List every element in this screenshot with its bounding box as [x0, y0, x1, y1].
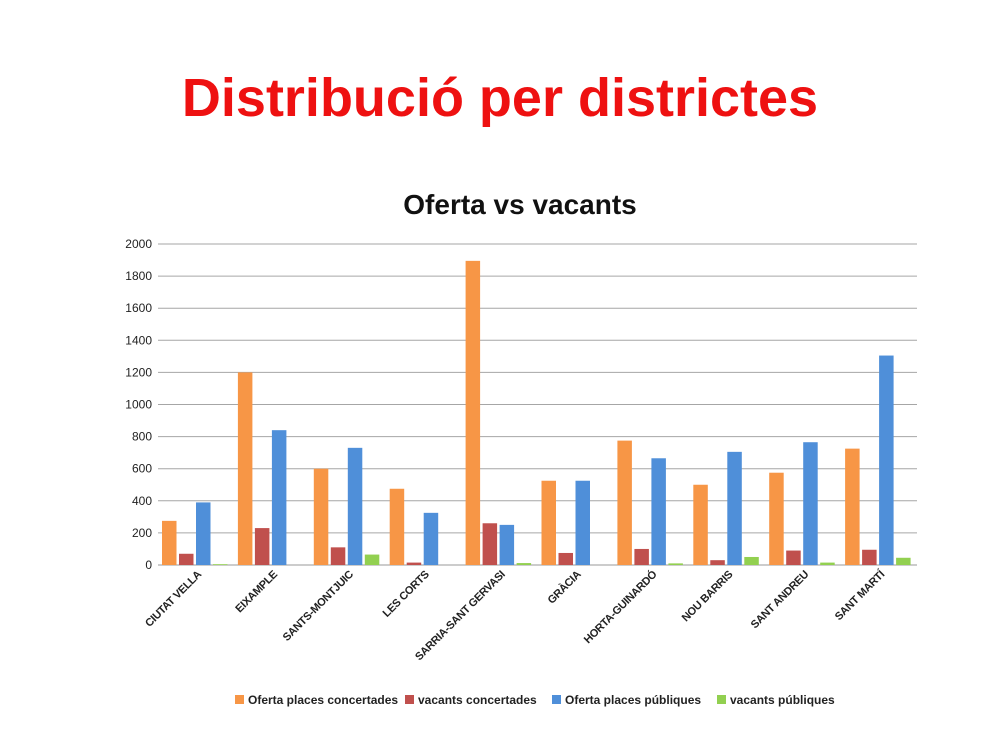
legend-swatch	[552, 695, 561, 704]
bars	[162, 260, 911, 565]
slide-title: Distribució per districtes	[181, 68, 819, 128]
x-axis: CIUTAT VELLA EIXAMPLE SANTS-MONTJUIC LES CO…	[143, 567, 888, 663]
bar	[710, 560, 725, 565]
legend-label: vacants concertades	[418, 693, 537, 707]
legend-swatch	[405, 695, 414, 704]
bar	[803, 442, 818, 565]
legend: Oferta places concertades vacants concert…	[235, 693, 835, 707]
legend-item: vacants públiques	[717, 693, 835, 707]
bar	[179, 553, 194, 565]
bar	[558, 552, 573, 565]
y-axis: 0 200 400 600 800 1000 1200 1400 1600 1800 2000	[125, 237, 152, 572]
bar	[845, 448, 860, 565]
x-tick-label: HORTA-GUINARDÓ	[581, 567, 660, 646]
gridlines	[158, 243, 917, 566]
legend-label: Oferta places concertades	[248, 693, 398, 707]
y-tick-label: 1200	[125, 365, 152, 379]
bar	[482, 523, 498, 565]
x-tick-label: SANTS-MONTJUIC	[281, 568, 356, 643]
bar	[575, 480, 590, 565]
bar	[769, 472, 784, 565]
legend-swatch	[235, 695, 244, 704]
x-tick-label: NOU BARRIS	[680, 569, 736, 625]
y-tick-label: 1800	[125, 269, 152, 283]
bar	[271, 430, 287, 565]
legend-label: Oferta places públiques	[565, 693, 701, 707]
bar	[213, 564, 228, 565]
y-tick-label: 2000	[125, 237, 152, 251]
bar	[196, 502, 211, 565]
y-tick-label: 400	[132, 494, 152, 508]
bar	[879, 355, 894, 565]
x-tick-label: CIUTAT VELLA	[143, 568, 204, 629]
bar	[634, 548, 649, 565]
bar	[651, 458, 666, 565]
legend-item: Oferta places públiques	[552, 693, 701, 707]
bar	[516, 563, 532, 565]
chart-title: Oferta vs vacants	[403, 189, 636, 220]
bar	[330, 547, 346, 565]
legend-swatch	[717, 695, 726, 704]
bar	[896, 557, 911, 565]
bar	[693, 484, 708, 565]
bar	[237, 372, 253, 565]
x-tick-label: SANT MARTÍ	[832, 567, 888, 623]
bar	[162, 520, 177, 565]
y-tick-label: 1000	[125, 398, 152, 412]
bar	[406, 562, 422, 565]
legend-label: vacants públiques	[730, 693, 835, 707]
bar	[254, 528, 270, 565]
y-tick-label: 1600	[125, 301, 152, 315]
x-tick-label: SARRIA-SANT GERVASI	[413, 568, 508, 663]
y-tick-label: 200	[132, 526, 152, 540]
bar	[499, 524, 515, 565]
bar	[423, 512, 439, 565]
bar	[541, 480, 556, 565]
bar	[617, 440, 632, 565]
x-tick-label: LES CORTS	[381, 569, 432, 620]
bar	[347, 447, 363, 565]
y-tick-label: 0	[145, 558, 152, 572]
bar	[786, 550, 801, 565]
y-tick-label: 1400	[125, 333, 152, 347]
x-tick-label: SANT ANDREU	[749, 568, 812, 631]
bar	[727, 451, 742, 565]
bar	[744, 556, 759, 565]
bar	[389, 488, 405, 565]
legend-item: vacants concertades	[405, 693, 537, 707]
bar	[465, 260, 481, 565]
x-tick-label: EIXAMPLE	[233, 569, 280, 616]
y-tick-label: 600	[132, 462, 152, 476]
bar	[820, 562, 835, 565]
bar	[862, 549, 877, 565]
bar	[364, 554, 380, 565]
legend-item: Oferta places concertades	[235, 693, 398, 707]
bar	[313, 468, 329, 565]
bar	[668, 563, 683, 565]
y-tick-label: 800	[132, 430, 152, 444]
x-tick-label: GRÀCIA	[545, 568, 584, 607]
